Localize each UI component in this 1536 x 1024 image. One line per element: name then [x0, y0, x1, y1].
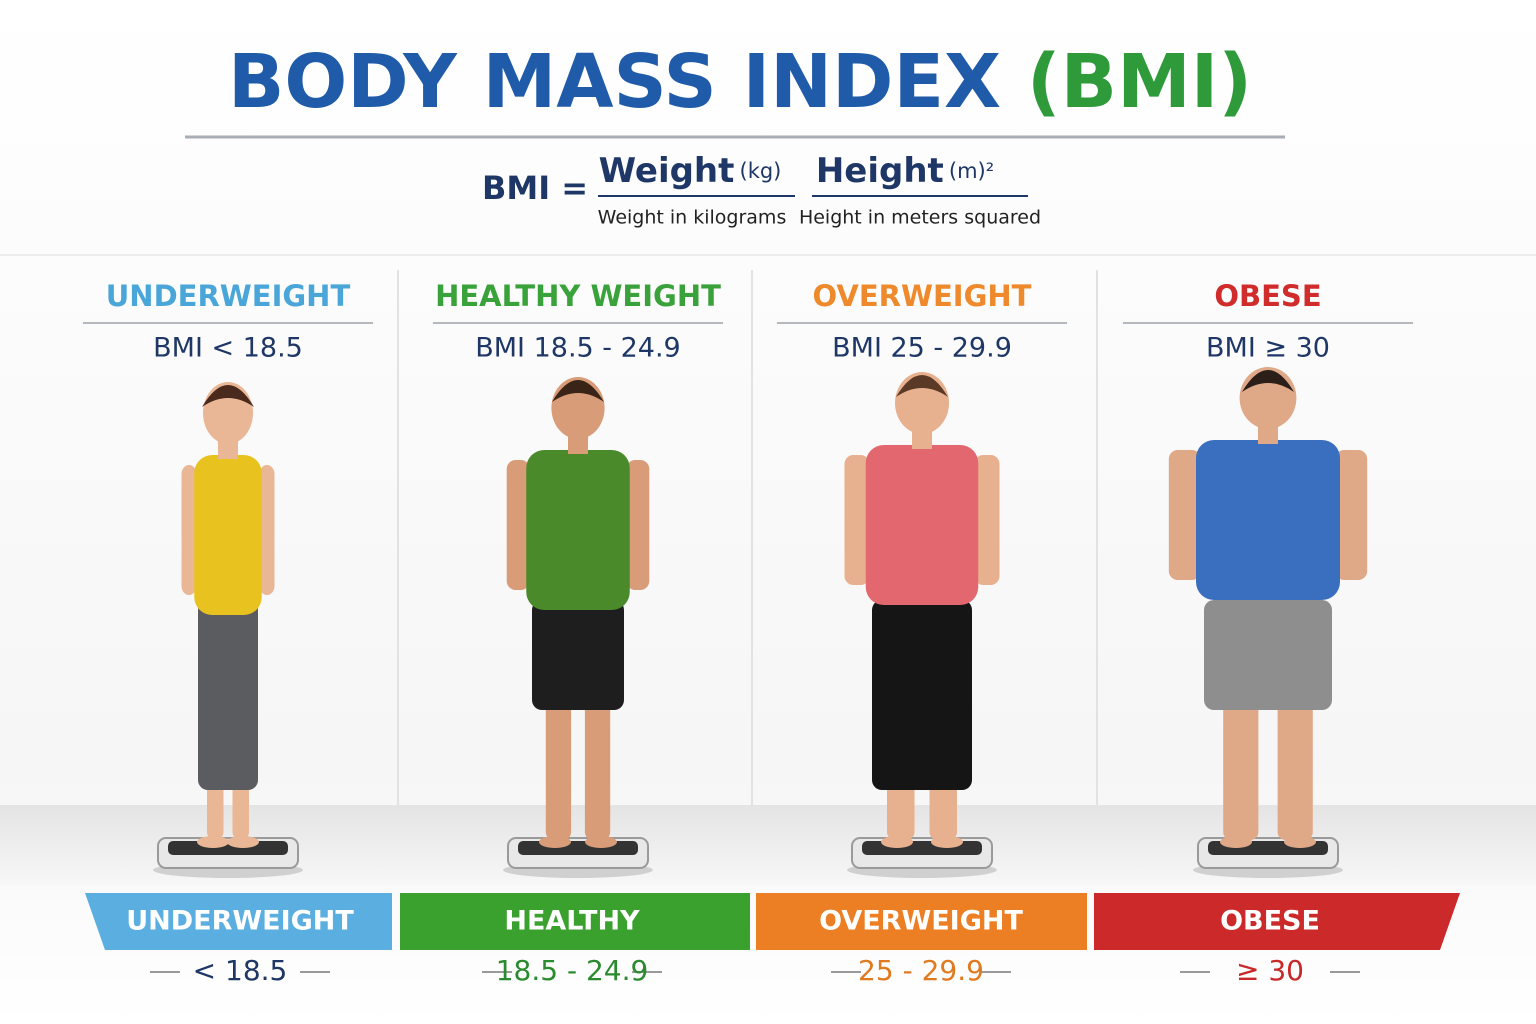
numerator: Weight — [599, 151, 735, 191]
foot — [1284, 836, 1316, 848]
denominator-unit: (m)² — [949, 159, 994, 183]
category-range: BMI < 18.5 — [153, 333, 303, 364]
formula-lhs: BMI = — [482, 169, 588, 207]
denominator-note: Height in meters squared — [799, 207, 1041, 229]
category-label: OBESE — [1214, 279, 1321, 313]
person-figure — [153, 382, 303, 878]
shirt — [1196, 440, 1340, 600]
scale-label: OVERWEIGHT — [819, 906, 1023, 937]
arm — [1335, 450, 1368, 580]
title: BODY MASS INDEX (BMI) — [228, 39, 1252, 125]
foot — [1220, 836, 1252, 848]
scale-band — [1094, 893, 1460, 950]
hair — [202, 385, 254, 407]
scale-top — [518, 841, 638, 855]
foot — [585, 836, 617, 848]
arm — [626, 460, 650, 590]
scale-range: ≥ 30 — [1236, 954, 1304, 987]
hair — [1242, 370, 1294, 392]
category-range: BMI ≥ 30 — [1206, 333, 1330, 364]
pants — [198, 600, 258, 790]
arm — [181, 465, 197, 595]
scale-label: HEALTHY — [504, 906, 640, 937]
formula-denominator: Height (m)² — [816, 151, 994, 191]
pants — [532, 600, 624, 710]
foot — [539, 836, 571, 848]
numerator-note: Weight in kilograms — [598, 207, 787, 229]
foot — [931, 836, 963, 848]
hair — [896, 375, 948, 397]
arm — [844, 455, 870, 585]
formula-numerator: Weight (kg) — [599, 151, 782, 191]
pants — [872, 600, 972, 790]
title-accent: (BMI) — [1027, 39, 1252, 125]
pants — [1204, 600, 1332, 710]
hair — [552, 380, 604, 402]
scale-band — [756, 893, 1087, 950]
scale-range: 18.5 - 24.9 — [496, 954, 649, 987]
scale-band — [400, 893, 750, 950]
scale-range: 25 - 29.9 — [858, 954, 984, 987]
category-range: BMI 25 - 29.9 — [832, 333, 1012, 364]
category-label: OVERWEIGHT — [813, 279, 1032, 313]
arm — [974, 455, 1000, 585]
foot — [227, 836, 259, 848]
arm — [1168, 450, 1201, 580]
denominator: Height — [816, 151, 944, 191]
scale-range: < 18.5 — [193, 954, 288, 987]
person-figure — [1168, 367, 1368, 878]
arm — [506, 460, 530, 590]
shirt — [865, 445, 979, 605]
shirt — [526, 450, 630, 610]
scale-label: UNDERWEIGHT — [126, 906, 354, 937]
foot — [197, 836, 229, 848]
scale-top — [168, 841, 288, 855]
scale-label: OBESE — [1220, 906, 1320, 937]
person-figure — [844, 372, 1000, 878]
foot — [881, 836, 913, 848]
category-label: UNDERWEIGHT — [106, 279, 351, 313]
scale-top — [862, 841, 982, 855]
category-range: BMI 18.5 - 24.9 — [475, 333, 681, 364]
scale-band — [85, 893, 392, 950]
category-label: HEALTHY WEIGHT — [435, 279, 721, 313]
numerator-unit: (kg) — [740, 159, 782, 183]
person-figure — [503, 377, 653, 878]
title-main: BODY MASS INDEX — [228, 39, 1001, 125]
arm — [259, 465, 275, 595]
shirt — [194, 455, 262, 615]
